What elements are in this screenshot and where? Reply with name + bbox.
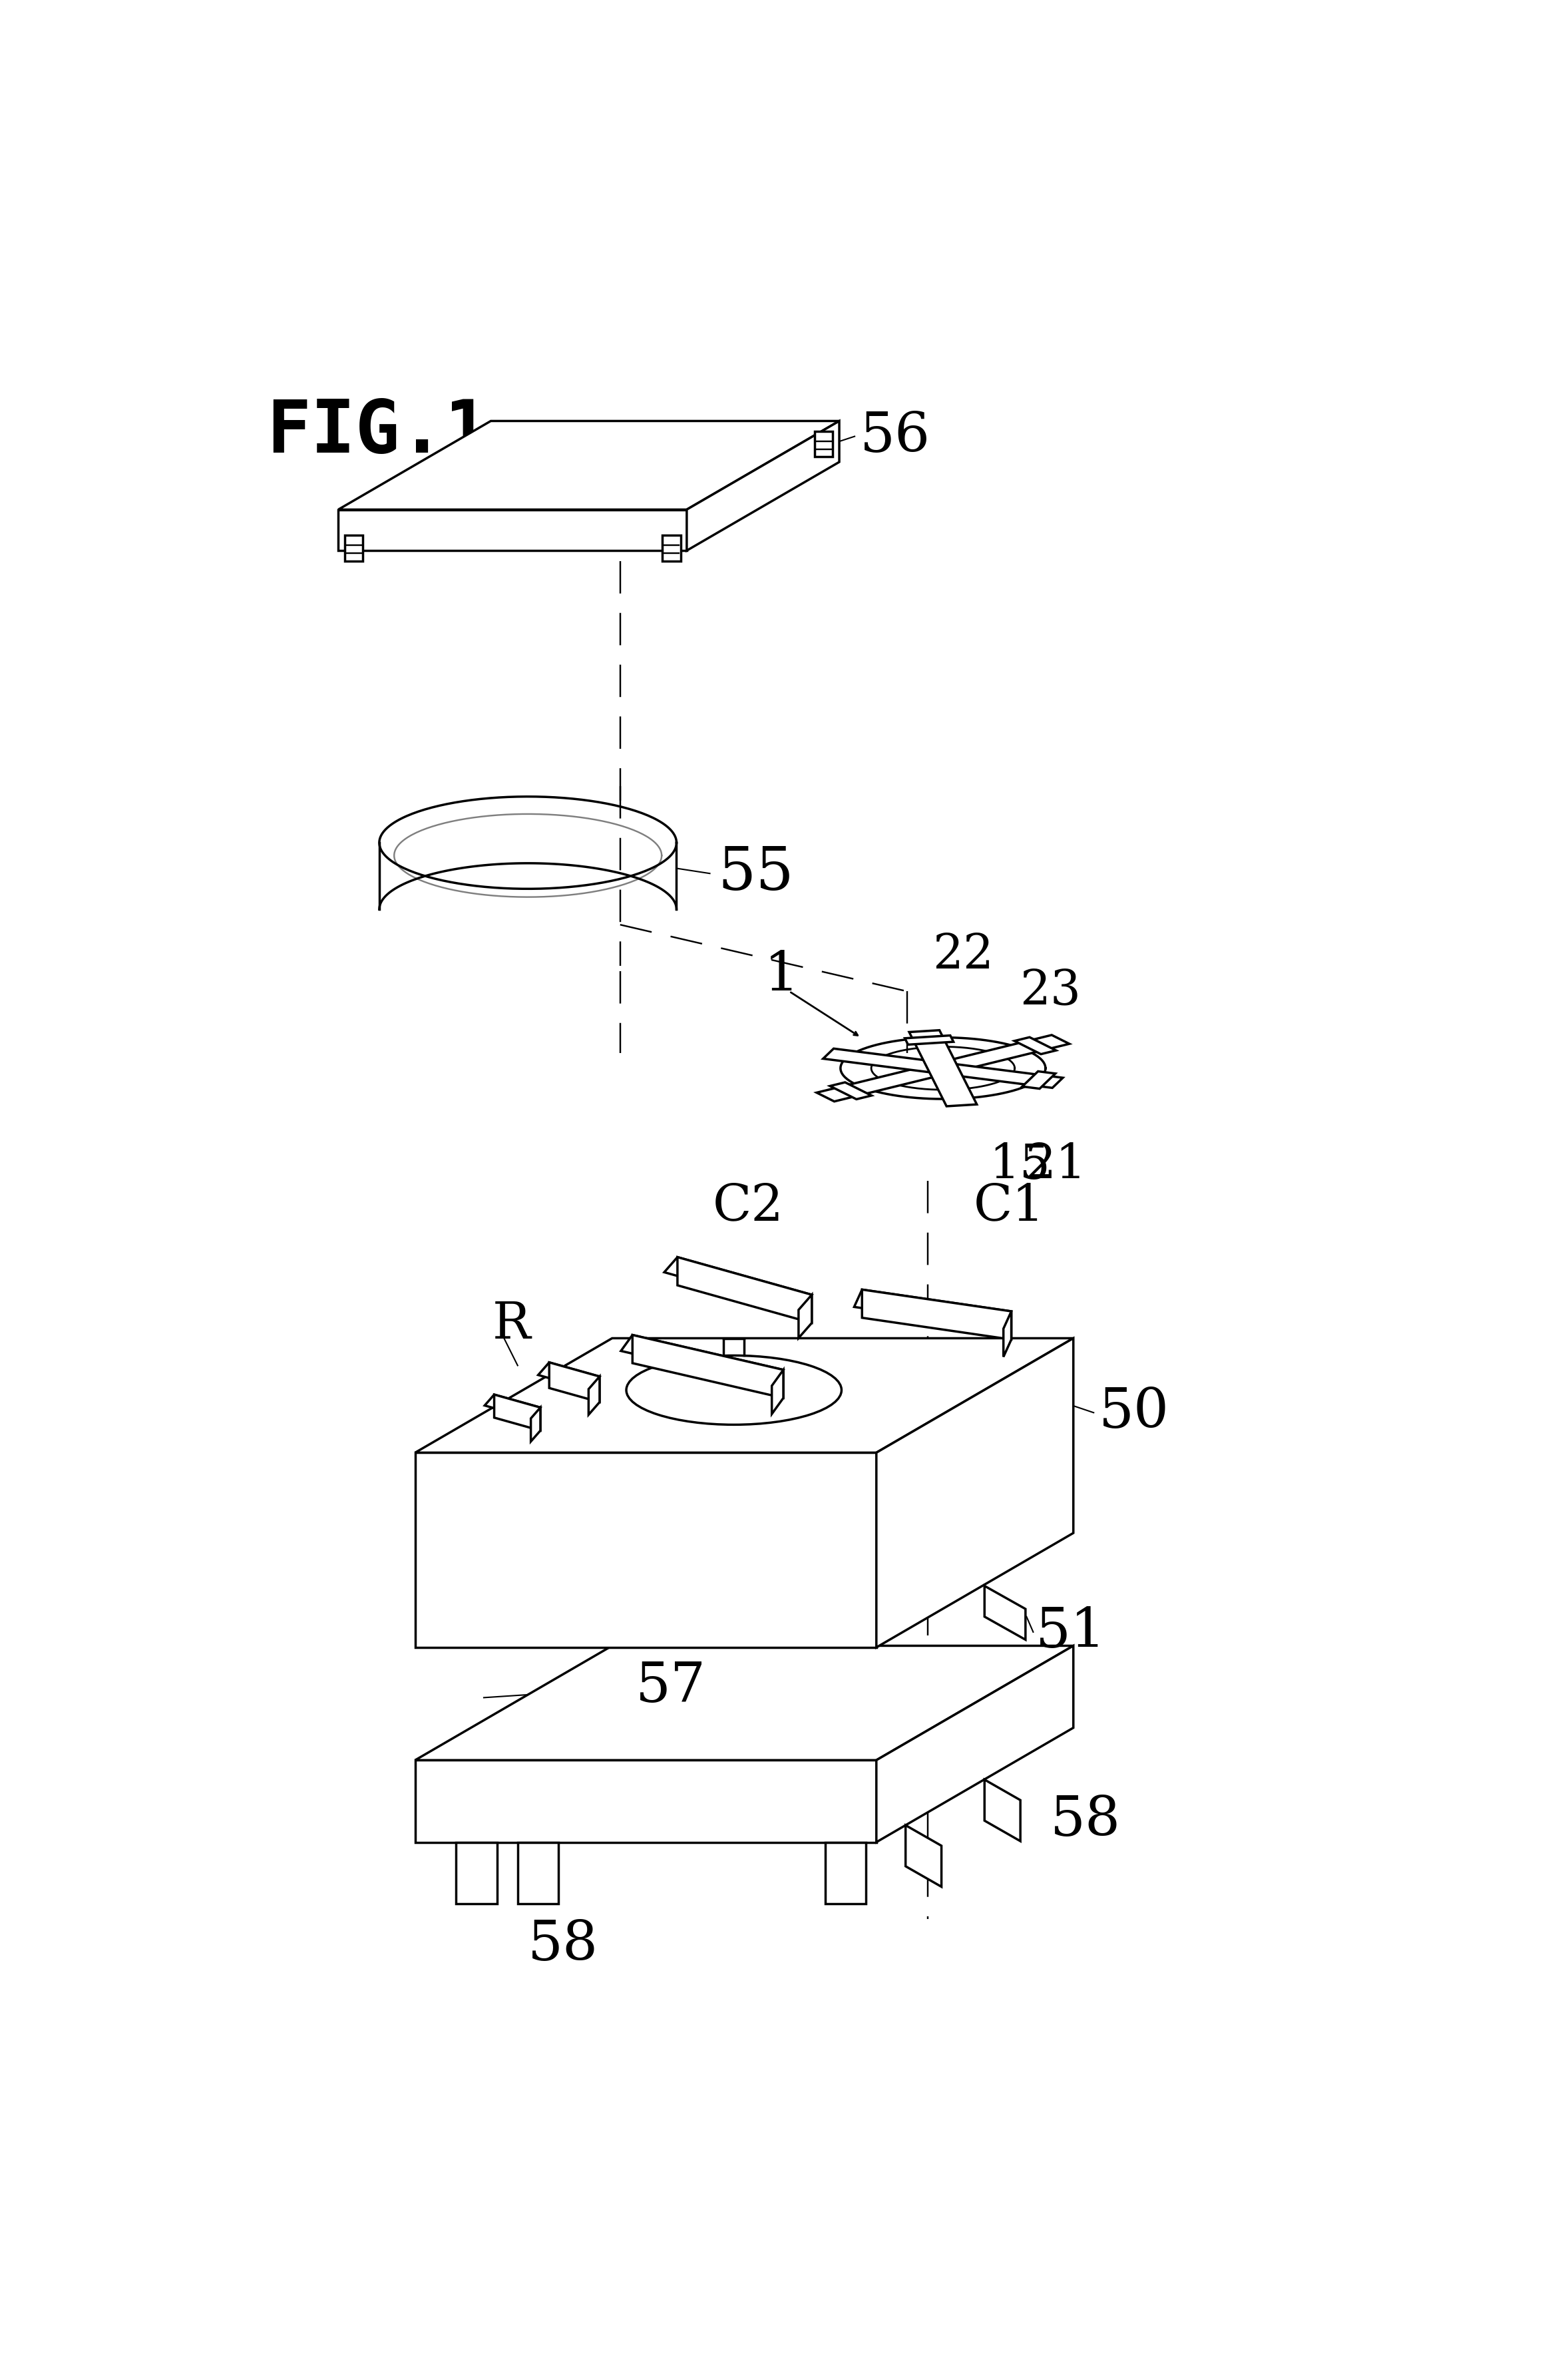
Polygon shape xyxy=(339,509,687,552)
Polygon shape xyxy=(1014,1037,1055,1053)
Polygon shape xyxy=(345,535,362,561)
Text: C2: C2 xyxy=(712,1181,784,1231)
Polygon shape xyxy=(665,1257,812,1309)
Polygon shape xyxy=(416,1337,1074,1453)
Polygon shape xyxy=(909,1030,977,1105)
Polygon shape xyxy=(817,1034,1069,1101)
Polygon shape xyxy=(814,431,833,457)
Text: 51: 51 xyxy=(1036,1605,1107,1659)
Polygon shape xyxy=(549,1363,599,1401)
Polygon shape xyxy=(855,1290,1011,1328)
Polygon shape xyxy=(877,1645,1074,1842)
Polygon shape xyxy=(1004,1311,1011,1356)
Polygon shape xyxy=(632,1335,784,1399)
Polygon shape xyxy=(687,421,839,552)
Polygon shape xyxy=(339,421,839,509)
Polygon shape xyxy=(825,1842,866,1903)
Polygon shape xyxy=(485,1394,541,1418)
Polygon shape xyxy=(621,1335,784,1385)
Polygon shape xyxy=(532,1408,541,1442)
Polygon shape xyxy=(588,1378,599,1415)
Text: C3: C3 xyxy=(718,1423,789,1472)
Polygon shape xyxy=(517,1842,558,1903)
Polygon shape xyxy=(771,1370,784,1413)
Polygon shape xyxy=(877,1337,1074,1647)
Text: 58: 58 xyxy=(1051,1794,1121,1846)
Polygon shape xyxy=(662,535,681,561)
Polygon shape xyxy=(416,1761,877,1842)
Text: 58: 58 xyxy=(528,1917,599,1972)
Polygon shape xyxy=(985,1586,1025,1640)
Text: 15: 15 xyxy=(989,1143,1051,1188)
Text: 50: 50 xyxy=(1099,1387,1170,1439)
Polygon shape xyxy=(677,1257,812,1323)
Text: R: R xyxy=(492,1299,530,1349)
Text: 23: 23 xyxy=(1019,968,1080,1015)
Ellipse shape xyxy=(626,1356,842,1425)
Text: 22: 22 xyxy=(933,933,994,980)
Text: 1: 1 xyxy=(764,949,800,1004)
Text: 57: 57 xyxy=(635,1659,706,1714)
Text: C1: C1 xyxy=(974,1181,1044,1231)
Polygon shape xyxy=(829,1082,872,1098)
Polygon shape xyxy=(862,1290,1011,1340)
Polygon shape xyxy=(416,1453,877,1647)
Polygon shape xyxy=(456,1842,497,1903)
Polygon shape xyxy=(906,1825,941,1886)
Text: 55: 55 xyxy=(718,845,793,902)
Text: FIG.1: FIG.1 xyxy=(267,398,489,469)
Text: 56: 56 xyxy=(859,409,930,464)
Polygon shape xyxy=(823,1049,1063,1089)
Polygon shape xyxy=(494,1394,541,1430)
Polygon shape xyxy=(798,1295,812,1337)
Polygon shape xyxy=(538,1363,599,1389)
Text: 21: 21 xyxy=(1025,1143,1087,1188)
Polygon shape xyxy=(416,1645,1074,1761)
Polygon shape xyxy=(1022,1072,1055,1089)
Polygon shape xyxy=(905,1034,953,1044)
Polygon shape xyxy=(985,1780,1021,1842)
